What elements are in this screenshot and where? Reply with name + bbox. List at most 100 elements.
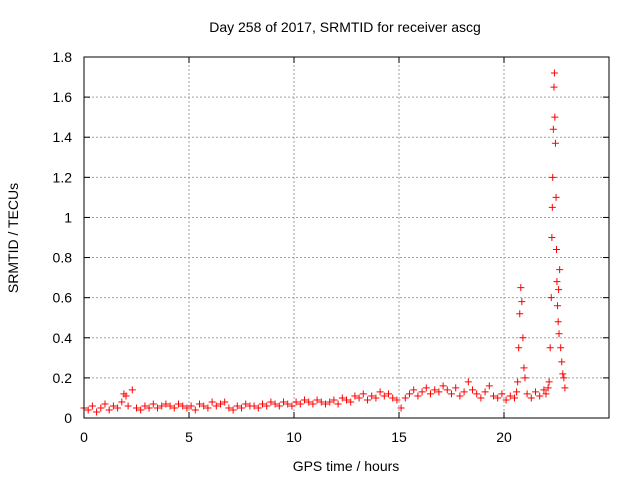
data-point (561, 384, 569, 392)
data-point (498, 390, 506, 398)
data-point (513, 388, 521, 396)
data-point (309, 400, 317, 408)
x-tick-label: 5 (185, 429, 193, 445)
data-point (435, 388, 443, 396)
data-point (389, 394, 397, 402)
y-tick-label: 0.4 (53, 330, 73, 346)
data-point (536, 392, 544, 400)
data-point (448, 390, 455, 398)
data-point (263, 402, 271, 410)
data-point (556, 266, 564, 274)
data-point (555, 330, 563, 338)
data-point (439, 382, 447, 390)
data-point (494, 394, 502, 402)
data-point (443, 386, 451, 394)
data-point (242, 400, 250, 408)
x-tick-labels: 0 5 10 15 20 (80, 429, 512, 445)
y-tick-label: 0.8 (53, 250, 73, 266)
data-point (557, 344, 565, 352)
data-point (518, 298, 526, 306)
data-point (238, 404, 245, 412)
y-tick-label: 1 (64, 209, 72, 225)
data-point (137, 406, 145, 414)
data-point (284, 400, 292, 408)
data-point (212, 402, 220, 410)
y-tick-label: 1.6 (53, 89, 73, 105)
data-point (84, 406, 92, 414)
data-point (554, 318, 562, 326)
data-point (469, 386, 476, 394)
data-point (93, 408, 101, 416)
y-tick-label: 0 (64, 410, 72, 426)
data-point (422, 384, 430, 392)
y-tick-label: 1.8 (53, 49, 73, 65)
data-point (196, 400, 203, 408)
data-point (225, 404, 233, 412)
data-point (271, 400, 279, 408)
data-point (544, 384, 552, 392)
data-point (154, 404, 161, 412)
data-point (179, 402, 187, 410)
plot-frame (83, 56, 610, 419)
data-point (380, 392, 388, 400)
data-point (301, 396, 308, 404)
data-point (515, 344, 523, 352)
data-point (267, 398, 275, 406)
data-point (550, 83, 558, 91)
data-point (477, 394, 485, 402)
data-point (410, 386, 418, 394)
data-point (427, 390, 434, 398)
data-point (548, 203, 556, 211)
data-points (80, 69, 569, 416)
chart-title: Day 258 of 2017, SRMTID for receiver asc… (209, 19, 481, 35)
data-point (334, 400, 342, 408)
data-point (393, 396, 401, 404)
data-point (330, 396, 338, 404)
data-point (128, 386, 136, 394)
data-point (217, 400, 224, 408)
data-point (145, 404, 153, 412)
data-point (317, 398, 325, 406)
data-point (418, 388, 426, 396)
data-point (481, 388, 489, 396)
data-point (183, 404, 191, 412)
data-point (431, 386, 439, 394)
data-point (124, 402, 132, 410)
data-point (133, 404, 140, 412)
data-point (552, 193, 560, 201)
data-point (221, 398, 229, 406)
data-point (549, 173, 557, 181)
data-point (338, 394, 346, 402)
data-point (516, 310, 524, 318)
data-point (551, 139, 559, 147)
data-point (558, 358, 566, 366)
data-point (545, 378, 553, 386)
data-point (97, 404, 105, 412)
data-point (473, 390, 481, 398)
data-point (364, 396, 371, 404)
data-point (166, 402, 174, 410)
data-point (464, 378, 472, 386)
data-point (532, 388, 539, 396)
data-point (275, 402, 283, 410)
data-point (559, 370, 567, 378)
data-point (313, 396, 321, 404)
y-axis-label: SRMTID / TECUs (5, 183, 21, 293)
data-point (343, 396, 350, 404)
data-point (322, 400, 329, 408)
data-point (527, 394, 535, 402)
x-tick-label: 0 (80, 429, 88, 445)
y-tick-label: 0.2 (53, 370, 73, 386)
data-point (109, 402, 117, 410)
data-point (490, 392, 497, 400)
data-point (296, 400, 304, 408)
data-point (175, 400, 182, 408)
y-tick-labels: 0 0.2 0.4 0.6 0.8 1 1.2 1.4 1.6 1.8 (53, 49, 73, 426)
data-point (158, 402, 166, 410)
data-point (280, 398, 287, 406)
data-point (553, 246, 560, 254)
data-point (406, 390, 413, 398)
data-point (385, 390, 392, 398)
data-point (101, 400, 109, 408)
